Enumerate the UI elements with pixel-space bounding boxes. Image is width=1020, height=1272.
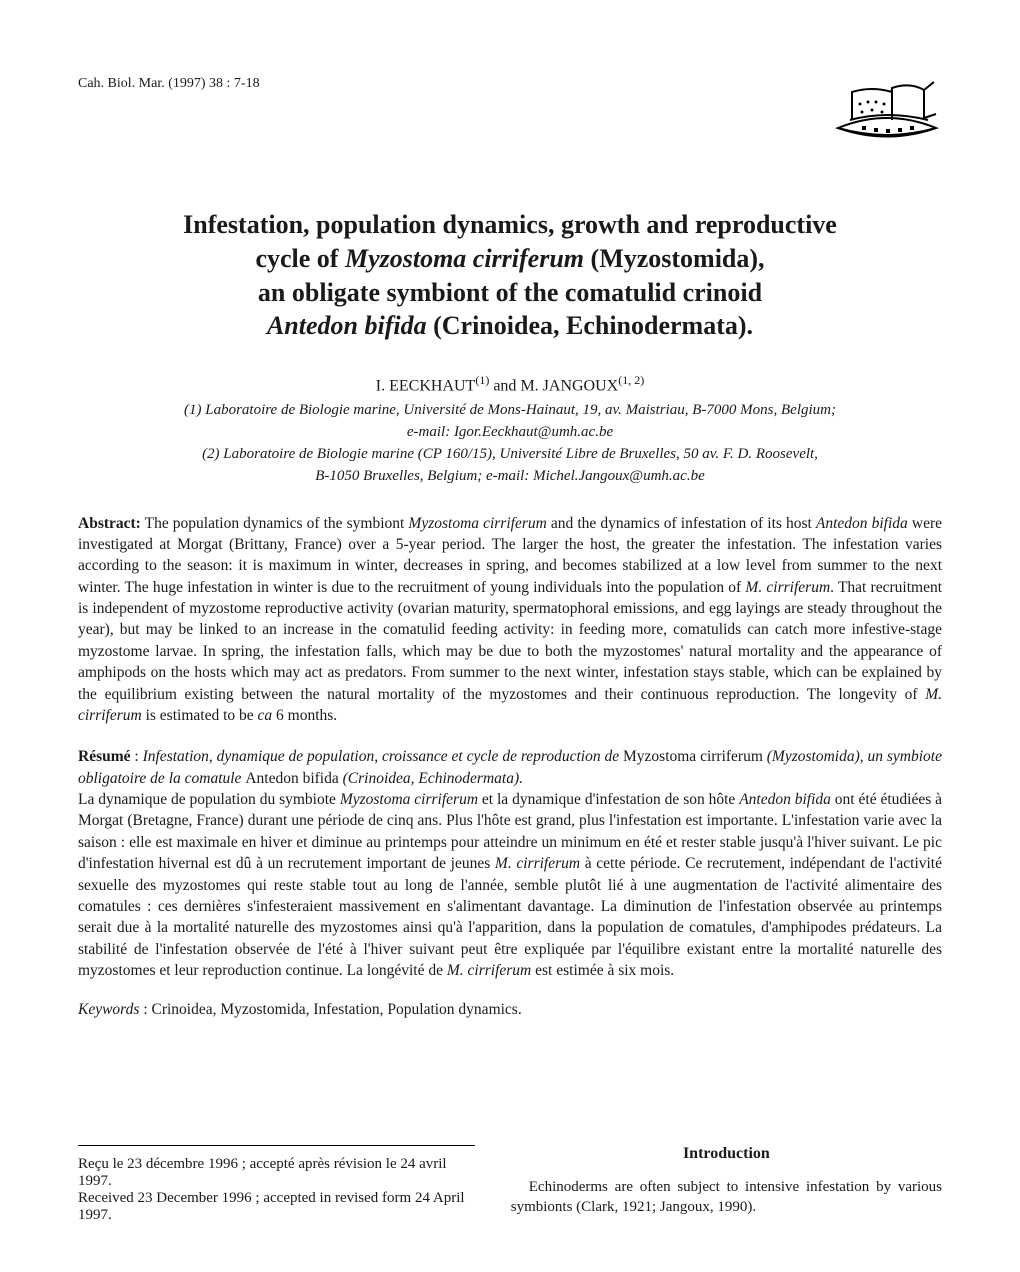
author-2-affil: (1, 2) <box>618 373 644 387</box>
abstract-i3: M. cirriferum <box>745 579 830 596</box>
title-species2: Antedon bifida <box>267 311 427 340</box>
resume-label: Résumé <box>78 748 131 765</box>
abstract-text-e: is estimated to be <box>142 707 258 724</box>
author-1-affil: (1) <box>475 373 489 387</box>
title-line1: Infestation, population dynamics, growth… <box>183 210 837 239</box>
title-line4b: (Crinoidea, Echinodermata). <box>427 311 753 340</box>
resume-body-d: à cette période. Ce recrutement, indépen… <box>78 855 942 979</box>
title-line3: an obligate symbiont of the comatulid cr… <box>258 278 762 307</box>
journal-reference: Cah. Biol. Mar. (1997) 38 : 7-18 <box>78 76 260 92</box>
received-en: Received 23 December 1996 ; accepted in … <box>78 1190 475 1224</box>
resume-title-a: Infestation, dynamique de population, cr… <box>143 748 623 765</box>
title-line2b: (Myzostomida), <box>584 244 765 273</box>
abstract: Abstract: The population dynamics of the… <box>78 513 942 727</box>
abstract-i5: ca <box>258 707 273 724</box>
keywords-text: : Crinoidea, Myzostomida, Infestation, P… <box>139 1001 521 1018</box>
affiliation-2b: B-1050 Bruxelles, Belgium; e-mail: Miche… <box>78 466 942 486</box>
page: Cah. Biol. Mar. (1997) 38 : 7-18 <box>0 0 1020 1272</box>
resume-i3: M. cirriferum <box>495 855 580 872</box>
article-title: Infestation, population dynamics, growth… <box>78 208 942 343</box>
received-fr: Reçu le 23 décembre 1996 ; accepté après… <box>78 1156 475 1190</box>
footer-received: Reçu le 23 décembre 1996 ; accepté après… <box>78 1145 475 1224</box>
resume-roman2: Antedon bifida <box>245 770 338 787</box>
resume-roman1: Myzostoma cirriferum <box>623 748 763 765</box>
authors-and: and <box>489 378 520 395</box>
resume-colon: : <box>131 748 143 765</box>
author-2: M. JANGOUX <box>520 378 618 395</box>
resume-i2: Antedon bifida <box>739 791 831 808</box>
keywords: Keywords : Crinoidea, Myzostomida, Infes… <box>78 1001 942 1019</box>
affiliation-2: (2) Laboratoire de Biologie marine (CP 1… <box>78 444 942 464</box>
abstract-text-a: The population dynamics of the symbiont <box>141 515 409 532</box>
title-species1: Myzostoma cirriferum <box>345 244 584 273</box>
author-1: I. EECKHAUT <box>376 378 476 395</box>
abstract-text-d: . That recruitment is independent of myz… <box>78 579 942 703</box>
resume-body-e: est estimée à six mois. <box>531 962 674 979</box>
abstract-text-f: 6 months. <box>272 707 337 724</box>
journal-logo-icon <box>832 70 942 148</box>
abstract-text-b: and the dynamics of infestation of its h… <box>547 515 816 532</box>
affiliation-1: (1) Laboratoire de Biologie marine, Univ… <box>78 400 942 420</box>
resume: Résumé : Infestation, dynamique de popul… <box>78 746 942 981</box>
resume-body-a: La dynamique de population du symbiote <box>78 791 340 808</box>
affiliation-1-email: e-mail: Igor.Eeckhaut@umh.ac.be <box>78 422 942 442</box>
header-row: Cah. Biol. Mar. (1997) 38 : 7-18 <box>78 70 942 148</box>
resume-body-b: et la dynamique d'infestation de son hôt… <box>478 791 739 808</box>
footer-divider <box>78 1145 475 1146</box>
resume-i1: Myzostoma cirriferum <box>340 791 478 808</box>
abstract-label: Abstract: <box>78 515 141 532</box>
keywords-label: Keywords <box>78 1001 139 1018</box>
resume-title-c: (Crinoidea, Echinodermata). <box>339 770 523 787</box>
footer-intro: Introduction Echinoderms are often subje… <box>511 1145 942 1224</box>
title-line2a: cycle of <box>255 244 345 273</box>
authors: I. EECKHAUT(1) and M. JANGOUX(1, 2) <box>78 373 942 395</box>
intro-text: Echinoderms are often subject to intensi… <box>511 1177 942 1218</box>
abstract-i2: Antedon bifida <box>816 515 908 532</box>
abstract-i1: Myzostoma cirriferum <box>408 515 546 532</box>
footer: Reçu le 23 décembre 1996 ; accepté après… <box>78 1145 942 1224</box>
resume-i4: M. cirriferum <box>447 962 531 979</box>
intro-heading: Introduction <box>511 1145 942 1163</box>
